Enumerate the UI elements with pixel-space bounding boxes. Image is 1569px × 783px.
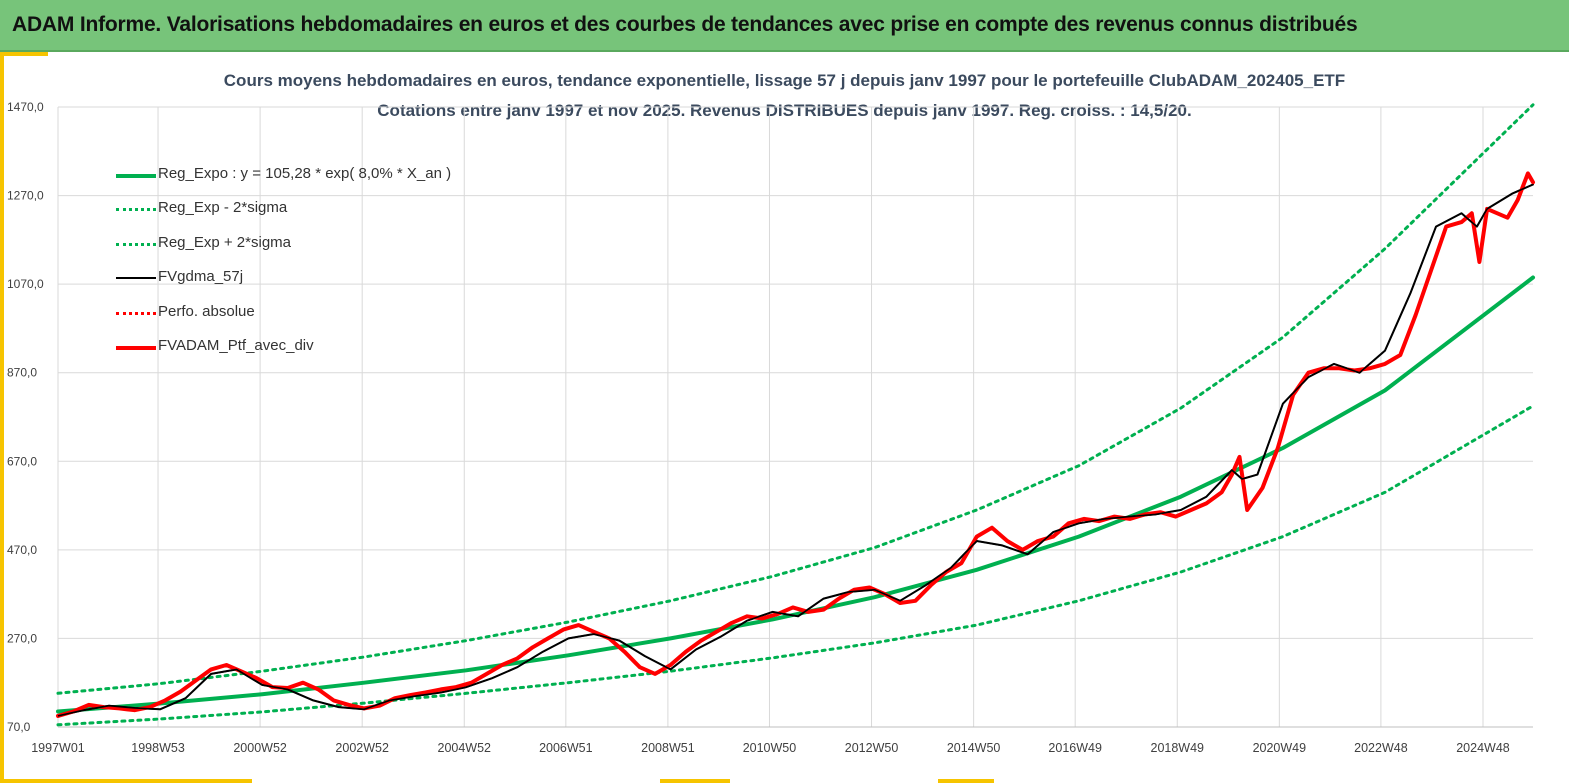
x-tick-label: 2004W52 [438, 741, 492, 755]
accent-bar-bottom-2 [660, 779, 730, 783]
series-line-1 [56, 404, 1535, 727]
header-banner: ADAM Informe. Valorisations hebdomadaire… [0, 0, 1569, 52]
y-tick-label: 870,0 [7, 366, 37, 380]
legend-label: FVgdma_57j [158, 268, 244, 286]
x-tick-label: 2006W51 [539, 741, 593, 755]
series-line-5 [56, 171, 1535, 718]
y-tick-label: 1470,0 [7, 100, 44, 114]
report-title: ADAM Informe. Valorisations hebdomadaire… [12, 13, 1358, 36]
accent-bar-bottom [0, 779, 252, 783]
x-tick-label: 2016W49 [1048, 741, 1102, 755]
series-line-0 [56, 275, 1535, 714]
chart-title: Cours moyens hebdomadaires en euros, ten… [223, 71, 1346, 90]
legend-swatch [116, 277, 156, 280]
series-line-smoothed-overlay [57, 183, 1534, 717]
x-tick-label: 2002W52 [335, 741, 389, 755]
x-tick-label: 1997W01 [31, 741, 85, 755]
legend-label: Perfo. absolue [158, 302, 255, 320]
legend-label: Reg_Exp + 2*sigma [158, 233, 291, 251]
legend-label: FVADAM_Ptf_avec_div [158, 336, 314, 354]
x-tick-label: 2010W50 [743, 741, 797, 755]
x-tick-label: 2008W51 [641, 741, 695, 755]
series-line-2 [56, 103, 1535, 695]
accent-bar-bottom-3 [938, 779, 994, 783]
y-tick-label: 1070,0 [7, 277, 44, 291]
x-tick-label: 2000W52 [233, 741, 287, 755]
x-tick-label: 2012W50 [845, 741, 899, 755]
y-tick-label: 470,0 [7, 543, 37, 557]
y-tick-label: 270,0 [7, 631, 37, 645]
chart-series [56, 103, 1535, 727]
x-tick-label: 1998W53 [131, 741, 185, 755]
chart-axes: 70,0 270,0 470,0 670,0 870,0 1070,0 1270,0 1470… [7, 100, 1533, 755]
legend-swatch [116, 345, 156, 350]
legend-swatch [116, 208, 156, 212]
x-tick-label: 2020W49 [1253, 741, 1307, 755]
x-tick-label: 2022W48 [1354, 741, 1408, 755]
y-tick-label: 670,0 [7, 454, 37, 468]
legend-swatch [116, 242, 156, 246]
legend-swatch [116, 311, 156, 315]
x-tick-label: 2018W49 [1151, 741, 1205, 755]
chart-subtitle: Cotations entre janv 1997 et nov 2025. R… [377, 101, 1192, 120]
y-tick-label: 70,0 [7, 720, 31, 734]
accent-bar-top [0, 52, 48, 56]
accent-bar-left [0, 52, 4, 783]
legend-swatch [116, 174, 156, 178]
x-tick-label: 2024W48 [1456, 741, 1510, 755]
x-tick-label: 2014W50 [947, 741, 1001, 755]
legend-label: Reg_Expo : y = 105,28 * exp( 8,0% * X_an… [158, 165, 452, 182]
legend-label: Reg_Exp - 2*sigma [158, 199, 288, 217]
series-line-3 [57, 183, 1534, 717]
y-tick-label: 1270,0 [7, 189, 44, 203]
